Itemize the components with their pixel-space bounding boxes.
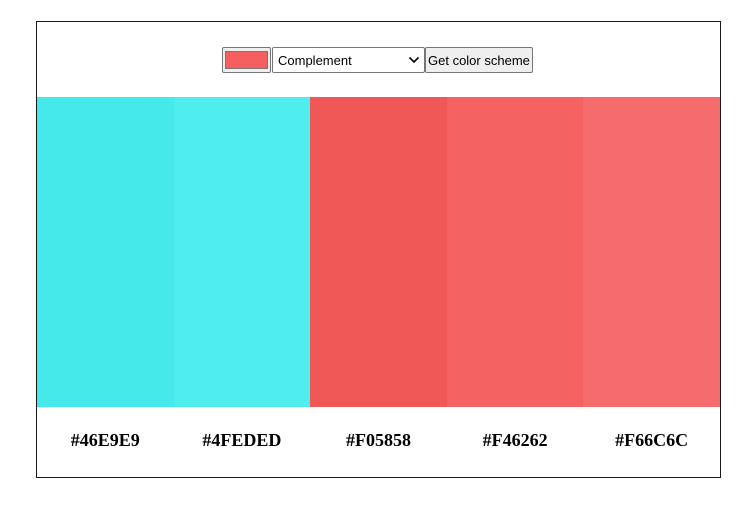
- chevron-down-icon: [408, 55, 420, 65]
- scheme-controls: Complement Get color scheme: [222, 47, 533, 73]
- color-swatch-5: [583, 97, 720, 407]
- hex-label-1: #46E9E9: [70, 430, 140, 450]
- color-swatch-3: [310, 97, 447, 407]
- color-swatch-2: [173, 97, 311, 407]
- color-swatch-row: [37, 97, 720, 407]
- scheme-mode-select[interactable]: Complement: [272, 47, 425, 73]
- hex-label-row: #46E9E9 #4FEDED #F05858 #F46262 #F66C6C: [37, 430, 720, 451]
- color-swatch-1: [37, 97, 174, 407]
- hex-label-3: #F05858: [345, 430, 411, 450]
- get-color-scheme-button[interactable]: Get color scheme: [425, 47, 533, 73]
- hex-label-4: #F46262: [482, 430, 548, 450]
- hex-label-5: #F66C6C: [615, 430, 689, 450]
- scheme-mode-value: Complement: [278, 52, 352, 68]
- color-swatch-4: [446, 97, 584, 407]
- seed-color-swatch: [225, 51, 268, 69]
- color-scheme-app: Complement Get color scheme #46E9E9 #4FE…: [36, 21, 721, 478]
- hex-label-2: #4FEDED: [202, 430, 282, 450]
- seed-color-picker[interactable]: [222, 47, 271, 73]
